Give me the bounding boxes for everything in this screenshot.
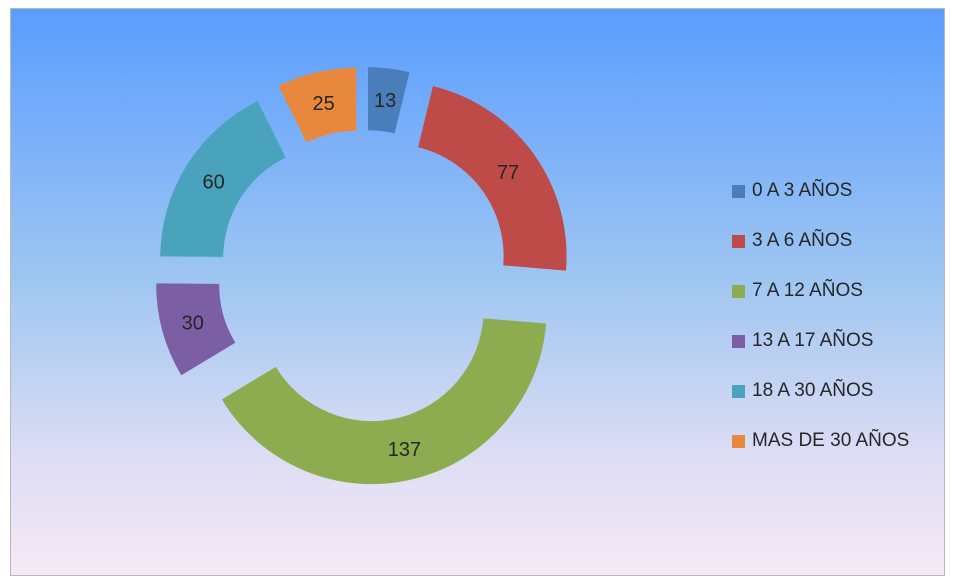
legend-swatch: [732, 234, 745, 248]
slice-6: [278, 67, 357, 143]
data-label-2: 77: [497, 162, 519, 184]
legend-item: 3 A 6 AÑOS: [732, 216, 909, 266]
legend-swatch: [732, 434, 745, 448]
legend-swatch: [732, 184, 745, 198]
legend-item: 13 A 17 AÑOS: [732, 316, 909, 366]
data-label-3: 137: [388, 439, 421, 461]
slice-1: [368, 67, 410, 134]
slice-3: [221, 318, 547, 485]
legend-item: 0 A 3 AÑOS: [732, 166, 909, 216]
slice-5: [160, 101, 286, 257]
legend-label: MAS DE 30 AÑOS: [752, 430, 910, 451]
data-label-4: 30: [182, 313, 204, 335]
slice-2: [418, 86, 567, 271]
legend-label: 7 A 12 AÑOS: [752, 280, 863, 301]
legend-swatch: [732, 334, 745, 348]
slice-4: [156, 283, 236, 376]
legend-label: 18 A 30 AÑOS: [752, 380, 874, 401]
legend: 0 A 3 AÑOS 3 A 6 AÑOS 7 A 12 AÑOS 13 A 17 A…: [732, 166, 909, 466]
legend-label: 13 A 17 AÑOS: [752, 330, 874, 351]
data-label-5: 60: [203, 172, 225, 194]
legend-item: 18 A 30 AÑOS: [732, 366, 909, 416]
data-label-6: 25: [312, 93, 334, 115]
legend-swatch: [732, 284, 745, 298]
legend-label: 3 A 6 AÑOS: [752, 230, 853, 251]
legend-item: 7 A 12 AÑOS: [732, 266, 909, 316]
legend-swatch: [732, 384, 745, 398]
legend-item: MAS DE 30 AÑOS: [732, 416, 909, 466]
legend-label: 0 A 3 AÑOS: [752, 180, 853, 201]
data-label-1: 13: [374, 90, 396, 112]
